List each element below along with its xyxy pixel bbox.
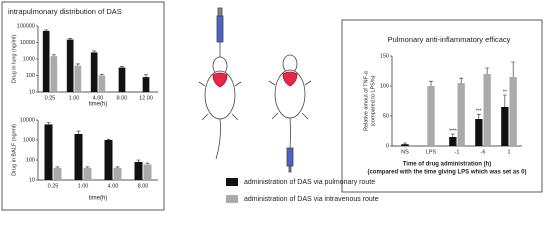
error-bar xyxy=(44,29,49,31)
error-bar xyxy=(115,166,120,168)
bar xyxy=(90,52,98,92)
error-bar xyxy=(485,67,490,74)
bar xyxy=(50,56,58,92)
x-tick-label: -1 xyxy=(455,149,460,155)
x-tick-label: 1.00 xyxy=(78,183,89,189)
error-bar xyxy=(403,142,407,145)
error-bar xyxy=(136,159,141,162)
error-bar xyxy=(144,74,148,78)
error-bar xyxy=(92,50,97,53)
bar xyxy=(134,161,143,180)
error-bar xyxy=(75,63,80,66)
legend-label: administration of DAS via intravenous ro… xyxy=(244,196,379,203)
x-tick-label: 4.00 xyxy=(108,183,119,189)
bar xyxy=(457,83,465,146)
x-tick-label: 4.00 xyxy=(93,95,104,101)
x-tick-label: 8.00 xyxy=(138,183,149,189)
y-axis-label: Drug in BALF (ng/ml) xyxy=(11,124,17,176)
mouse-illustration xyxy=(268,54,312,173)
bar xyxy=(104,140,113,180)
error-bar xyxy=(450,133,455,137)
error-bar xyxy=(120,66,124,68)
significance-marker: ** xyxy=(503,89,507,95)
bar xyxy=(509,77,517,146)
panel-title: intrapulmonary distribution of DAS xyxy=(8,7,122,16)
legend-swatch xyxy=(226,195,238,203)
legend-label: administration of DAS via pulmonary rout… xyxy=(244,179,375,186)
y-axis-label: Relative amout of TNF-α xyxy=(363,70,369,131)
bar xyxy=(475,119,483,146)
bar xyxy=(83,167,92,180)
error-bar xyxy=(51,54,56,57)
bar xyxy=(401,144,409,146)
y-tick-label: 1000 xyxy=(23,137,35,143)
error-bar xyxy=(68,37,73,40)
y-tick-label: 10000 xyxy=(20,40,35,46)
error-bar xyxy=(429,80,433,86)
significance-marker: *** xyxy=(476,109,482,115)
bar xyxy=(53,167,62,180)
bar xyxy=(143,164,152,180)
bar xyxy=(74,133,83,180)
error-bar xyxy=(459,77,464,83)
bar xyxy=(483,74,491,146)
error-bar xyxy=(145,162,150,165)
x-tick-label: 12.00 xyxy=(139,95,153,101)
y-tick-label: 0 xyxy=(386,143,389,149)
y-axis-label: (compared to LPS%) xyxy=(370,75,376,126)
x-tick-label: NS xyxy=(401,149,409,155)
y-tick-label: 100 xyxy=(26,73,35,79)
bar xyxy=(42,30,50,92)
bar xyxy=(66,39,74,92)
y-tick-label: 50 xyxy=(383,113,389,119)
error-bar xyxy=(99,73,104,76)
figure: intrapulmonary distribution of DAS admin… xyxy=(1,1,543,211)
y-tick-label: 10 xyxy=(29,177,35,183)
x-axis-label: time(h) xyxy=(89,102,108,108)
bar xyxy=(501,107,509,146)
x-tick-label: 1.00 xyxy=(69,95,80,101)
x-tick-label: 1 xyxy=(507,149,510,155)
error-bar xyxy=(502,94,507,107)
error-bar xyxy=(55,166,60,168)
y-tick-label: 10 xyxy=(29,89,35,95)
error-bar xyxy=(85,166,90,168)
chart-title: Pulmonary anti-inflammatory efficacy xyxy=(388,35,511,44)
bar xyxy=(427,86,435,146)
bar xyxy=(44,124,53,180)
y-tick-label: 150 xyxy=(380,53,389,59)
y-tick-label: 100 xyxy=(26,157,35,163)
error-bar xyxy=(476,113,481,119)
x-tick-label: -6 xyxy=(481,149,486,155)
error-bar xyxy=(511,61,516,77)
x-tick-label: 8.00 xyxy=(117,95,128,101)
y-tick-label: 100 xyxy=(380,83,389,89)
error-bar xyxy=(76,130,81,134)
x-tick-label: LPS xyxy=(426,149,437,155)
x-axis-label: (compared with the time giving LPS which… xyxy=(367,170,526,176)
bar xyxy=(98,75,106,92)
bar xyxy=(113,167,122,180)
x-axis-label: Time of drug administration (h) xyxy=(403,162,492,168)
bar xyxy=(449,137,457,146)
y-axis-label: Drug in lung (ng/ml) xyxy=(11,35,17,83)
error-bar xyxy=(106,138,111,140)
bar xyxy=(118,67,126,92)
page: {"panel_title": "intrapulmonary distribu… xyxy=(1,1,543,211)
legend-swatch xyxy=(226,178,238,186)
left-panel xyxy=(1,1,165,211)
x-tick-label: 0.25 xyxy=(48,183,59,189)
bar xyxy=(142,77,150,92)
mouse-illustration xyxy=(198,7,242,160)
bar xyxy=(74,65,82,92)
x-tick-label: 0.25 xyxy=(45,95,56,101)
y-tick-label: 1000 xyxy=(23,56,35,62)
y-tick-label: 100000 xyxy=(17,23,35,29)
y-tick-label: 10000 xyxy=(20,117,35,123)
x-axis-label: time(h) xyxy=(89,196,108,202)
significance-marker: **** xyxy=(449,128,457,134)
right-panel xyxy=(341,19,543,193)
error-bar xyxy=(46,122,51,125)
